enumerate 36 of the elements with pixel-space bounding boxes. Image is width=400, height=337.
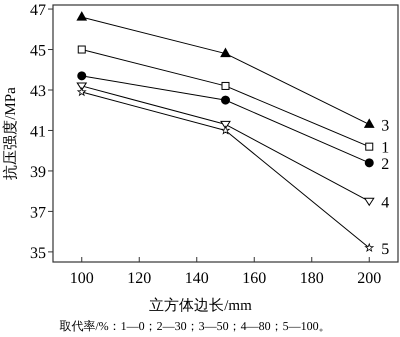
y-tick-label: 45 <box>30 42 46 60</box>
series-label: 4 <box>381 194 390 212</box>
x-tick-label: 120 <box>127 270 152 287</box>
point <box>77 71 86 80</box>
point <box>222 82 230 90</box>
x-tick-label: 100 <box>70 270 94 287</box>
point <box>365 142 374 151</box>
y-tick-label: 43 <box>30 82 46 100</box>
point <box>364 158 374 168</box>
point <box>78 46 86 54</box>
point <box>364 118 374 128</box>
x-axis-title: 立方体边长/mm <box>149 297 252 314</box>
point <box>78 88 86 96</box>
y-tick-label: 37 <box>30 204 46 222</box>
point <box>76 82 87 90</box>
x-tick-label: 160 <box>242 270 266 287</box>
point <box>221 126 230 134</box>
y-tick-label: 35 <box>30 244 46 262</box>
point <box>221 96 230 105</box>
y-axis-title: 抗压强度/MPa <box>2 86 19 180</box>
point <box>220 120 230 129</box>
y-tick-label: 41 <box>30 123 46 140</box>
y-tick-label: 47 <box>30 2 46 20</box>
point <box>364 198 374 206</box>
series-label: 5 <box>381 240 390 258</box>
x-tick-label: 140 <box>184 270 209 287</box>
point <box>220 48 230 58</box>
point <box>76 12 87 21</box>
x-tick-label: 180 <box>300 270 324 287</box>
y-tick-label: 39 <box>30 164 46 181</box>
text: 取代率/%：1—0；2—30；3—50；4—80；5—100。 <box>59 319 331 333</box>
series-label: 2 <box>381 156 390 173</box>
point <box>365 243 374 252</box>
series-label: 3 <box>381 117 390 134</box>
x-tick-label: 200 <box>357 270 382 287</box>
series-label: 1 <box>381 140 390 157</box>
